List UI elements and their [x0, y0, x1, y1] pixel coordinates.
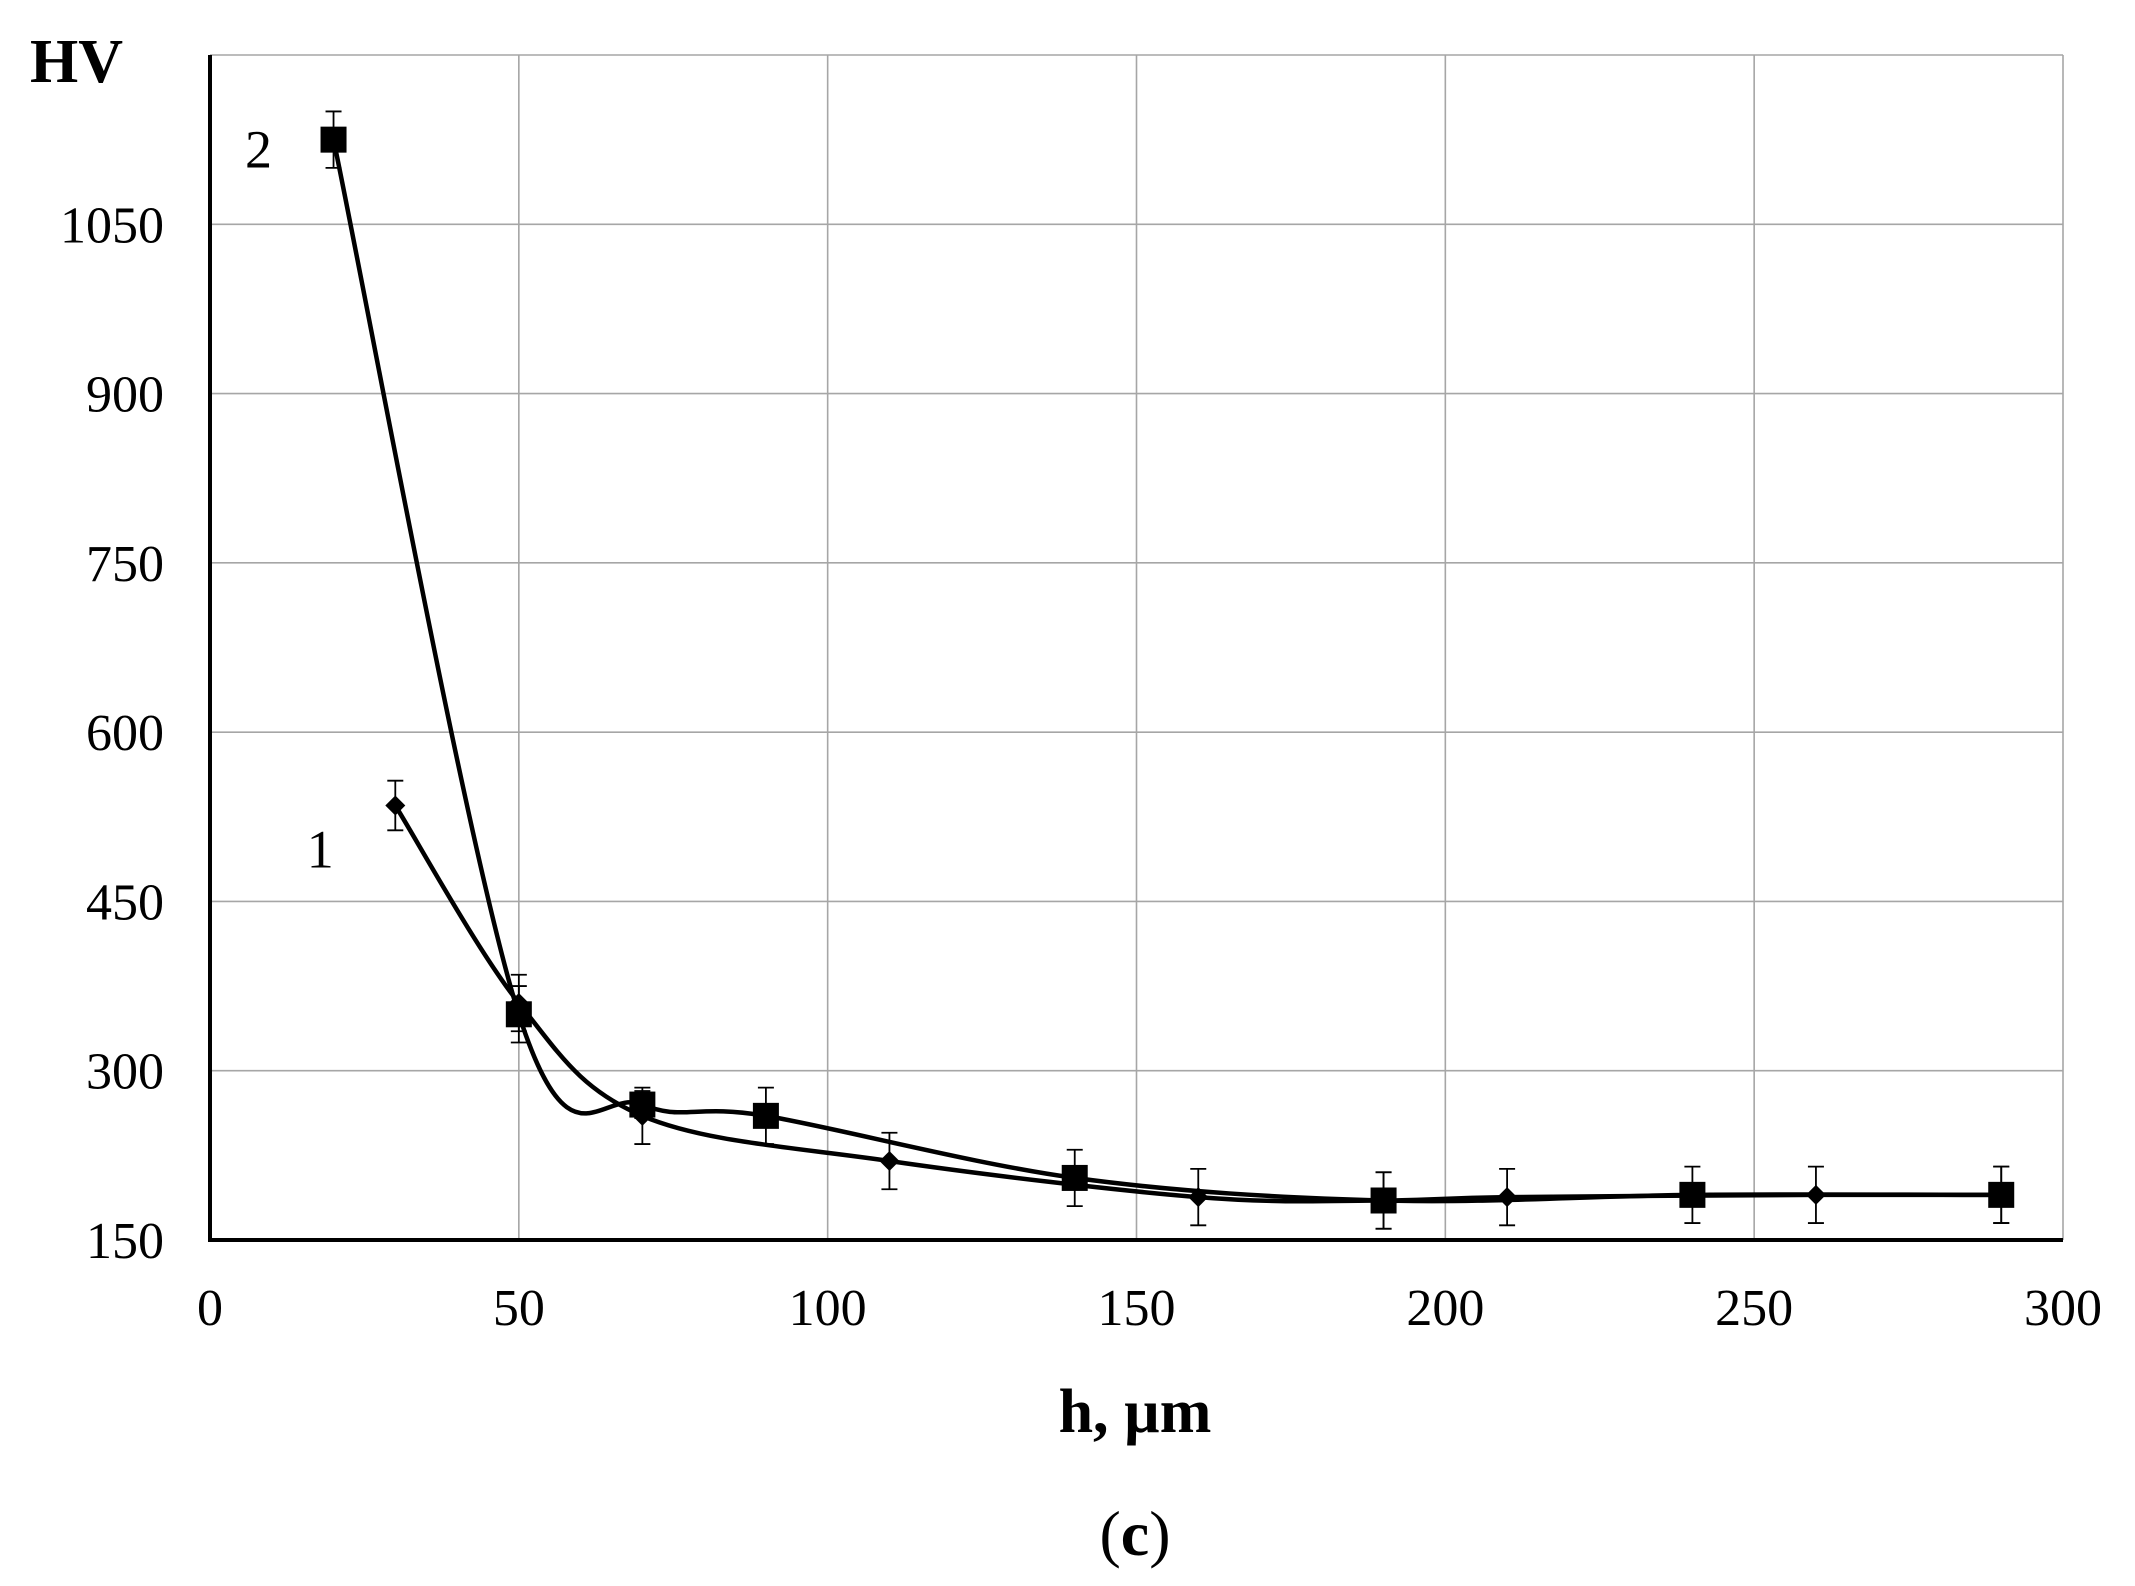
x-tick-label: 100 [789, 1280, 867, 1337]
tick-labels: 150 300 450 600 750 900 1050 0 50 100 150 200 250 300 [60, 197, 2102, 1337]
y-tick-label: 450 [86, 874, 164, 931]
series-2: 2 [245, 110, 2015, 1230]
data-point-square [1988, 1181, 2015, 1208]
data-point-square [752, 1102, 779, 1129]
y-tick-label: 900 [86, 367, 164, 424]
caption-letter: c [1121, 1498, 1149, 1569]
grid [210, 54, 2064, 1240]
y-tick-label: 750 [86, 536, 164, 593]
data-point-square [505, 1001, 532, 1028]
figure-caption: (c) [1099, 1498, 1170, 1569]
series-layer: 12 [245, 110, 2015, 1230]
y-tick-label: 300 [86, 1044, 164, 1101]
series-line [393, 804, 2002, 1204]
series-label: 2 [245, 120, 272, 180]
x-tick-label: 50 [493, 1280, 545, 1337]
caption-close: ) [1149, 1498, 1170, 1569]
data-point-diamond [1497, 1187, 1518, 1208]
data-point-square [1370, 1187, 1397, 1214]
x-tick-label: 200 [1406, 1280, 1484, 1337]
x-axis-title: h, µm [1059, 1378, 1212, 1446]
data-point-square [1061, 1164, 1088, 1191]
caption-open: ( [1099, 1498, 1120, 1569]
y-tick-label: 600 [86, 705, 164, 762]
data-point-diamond [879, 1151, 900, 1171]
data-point-square [1679, 1181, 1706, 1208]
x-tick-label: 250 [1715, 1280, 1793, 1337]
x-tick-label: 150 [1098, 1280, 1176, 1337]
series-line [331, 139, 2002, 1204]
data-point-square [320, 126, 347, 153]
axes [208, 55, 2063, 1242]
x-tick-label: 300 [2024, 1280, 2102, 1337]
y-axis-title: HV [30, 28, 123, 96]
data-point-diamond [385, 795, 406, 816]
x-tick-label: 0 [197, 1280, 223, 1337]
y-tick-label: 150 [86, 1213, 164, 1270]
series-label: 1 [307, 820, 334, 880]
y-tick-label: 1050 [60, 197, 164, 254]
data-point-square [629, 1091, 656, 1118]
series-1: 1 [307, 779, 2012, 1230]
